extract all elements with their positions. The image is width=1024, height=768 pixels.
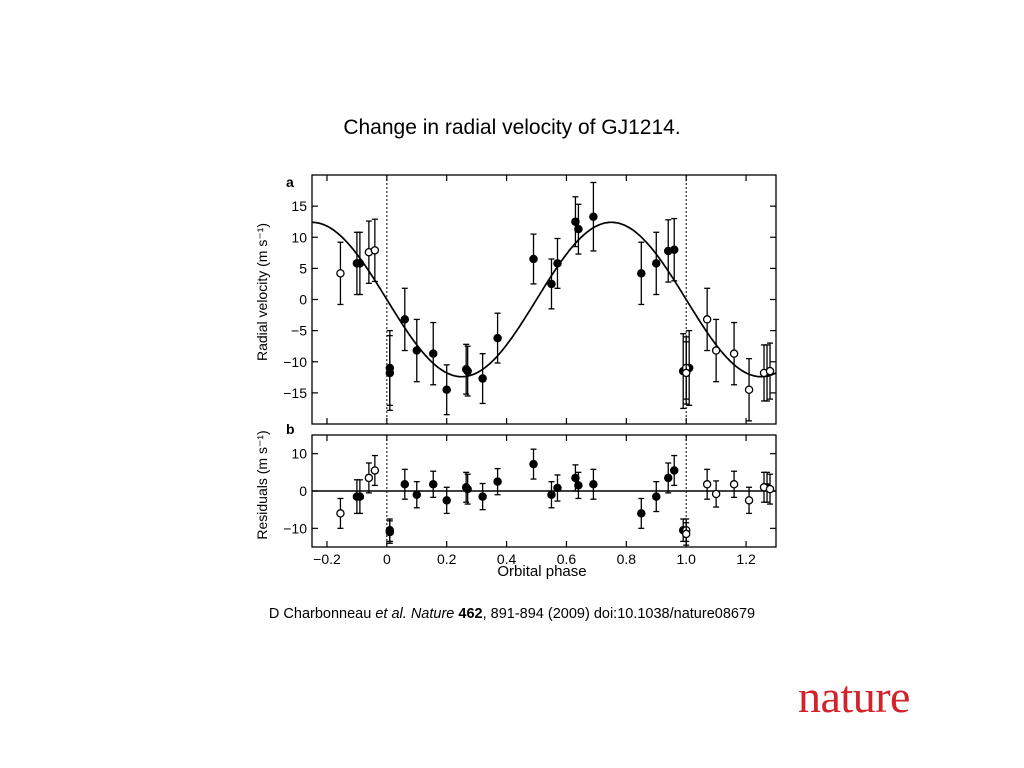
panel-b-point-filled [547,490,556,499]
panel-a-point-filled [547,279,556,289]
panel-a-point-filled [574,224,583,234]
panel-b-point-filled [652,492,661,501]
panel-a-point-filled [355,259,365,268]
panel-a-point-filled [385,368,395,378]
panel-b-point-filled [478,492,487,501]
panel-a-ytick-label: −5 [291,323,307,339]
panel-b-xtick-label: −0.2 [313,551,341,567]
nature-logo: nature [798,671,910,722]
panel-a-point-open [744,385,754,395]
slide-title: Change in radial velocity of GJ1214. [343,116,681,139]
panel-a-plot: 15 10 5 0 −5 −10 −15 [283,174,777,425]
panel-b-point-open [370,466,380,475]
radial-velocity-figure: a b Radial velocity (m s⁻¹) Residuals (m… [240,162,800,592]
panel-b-ytick-label: −10 [283,520,307,536]
citation-rest: , 891-894 (2009) doi:10.1038/nature08679 [482,606,756,622]
panel-a-ytick-label: −15 [283,385,307,401]
panel-b-xtick-label: 0.8 [617,551,637,567]
panel-b-point-filled [412,490,422,499]
panel-b-point-filled [463,484,472,494]
panel-a-ytick-label: 15 [291,198,307,214]
panel-a-point-filled [652,259,661,268]
panel-b-point-filled [574,481,583,490]
panel-b-point-filled [355,492,365,501]
panel-a-point-open [711,346,721,355]
panel-b-point-open [336,509,345,518]
panel-a-ytick-label: −10 [283,354,307,370]
panel-b-point-filled [400,480,410,489]
panel-b-point-open [765,484,775,494]
panel-b-point-filled [663,473,673,483]
panel-b-point-open [744,496,754,505]
panel-a-point-open [765,366,775,376]
panel-b-ytick-label: 10 [291,446,307,462]
panel-letter-a: a [286,174,294,190]
panel-a-point-filled [400,315,410,324]
panel-b-xtick-label: 0.4 [497,551,517,567]
panel-b-plot: 10 0 −10 −0.2 0 0.2 0.4 0.6 0.8 1.0 1.2 [283,434,777,567]
panel-a-point-filled [428,349,438,358]
panel-b-point-open [364,473,374,483]
panel-a-point-open [681,368,691,378]
panel-b-point-filled [589,480,598,489]
panel-b-point-filled [442,496,451,505]
panel-b-point-open [711,489,721,499]
panel-b-point-open [702,480,712,489]
citation-volume: 462 [458,606,483,622]
panel-b-point-filled [529,459,538,469]
panel-b-point-filled [428,480,438,489]
panel-b-ylabel: Residuals (m s⁻¹) [254,430,270,539]
panel-a-ytick-label: 0 [299,292,307,308]
panel-a-point-filled [463,366,472,376]
citation-authors: D Charbonneau [268,606,376,622]
panel-a-point-filled [637,269,646,278]
panel-a-ytick-label: 10 [291,229,307,245]
panel-a-point-open [729,349,739,358]
panel-a-point-filled [553,259,562,268]
panel-a-point-open [370,246,380,255]
radial-velocity-chart: a b Radial velocity (m s⁻¹) Residuals (m… [254,174,777,580]
panel-a-point-open [702,315,712,324]
panel-b-point-filled [385,527,395,537]
panel-a-point-filled [529,254,538,264]
panel-a-point-filled [589,212,598,221]
panel-a-point-filled [442,385,451,395]
panel-a-ylabel: Radial velocity (m s⁻¹) [254,223,270,361]
panel-b-point-open [729,480,739,489]
panel-b-point-filled [637,509,646,518]
panel-a-point-filled [493,333,502,343]
citation: D Charbonneau et al. Nature 462, 891-894… [0,606,1024,622]
panel-b-xlabel: Orbital phase [497,563,586,580]
panel-a-point-filled [478,374,487,383]
panel-b-xtick-label: 0.6 [557,551,577,567]
panel-a-frame [311,174,777,425]
panel-a-point-open [336,269,345,278]
panel-b-xtick-label: 1.2 [736,551,756,567]
panel-b-xtick-label: 0.2 [437,551,457,567]
panel-a-point-filled [412,346,422,355]
panel-b-point-open [681,529,691,539]
citation-journal: Nature [410,606,455,622]
panel-b-ytick-label: 0 [299,483,307,499]
panel-b-point-filled [493,477,502,486]
panel-b-point-filled [669,466,679,475]
citation-etal: et al. [375,606,407,622]
panel-b-xtick-label: 0 [383,551,391,567]
panel-a-model-curve [311,221,777,378]
panel-a-ytick-label: 5 [299,260,307,276]
panel-letter-b: b [286,421,295,437]
panel-b-point-filled [553,483,562,493]
panel-b-xtick-label: 1.0 [676,551,696,567]
panel-a-point-filled [669,245,679,254]
